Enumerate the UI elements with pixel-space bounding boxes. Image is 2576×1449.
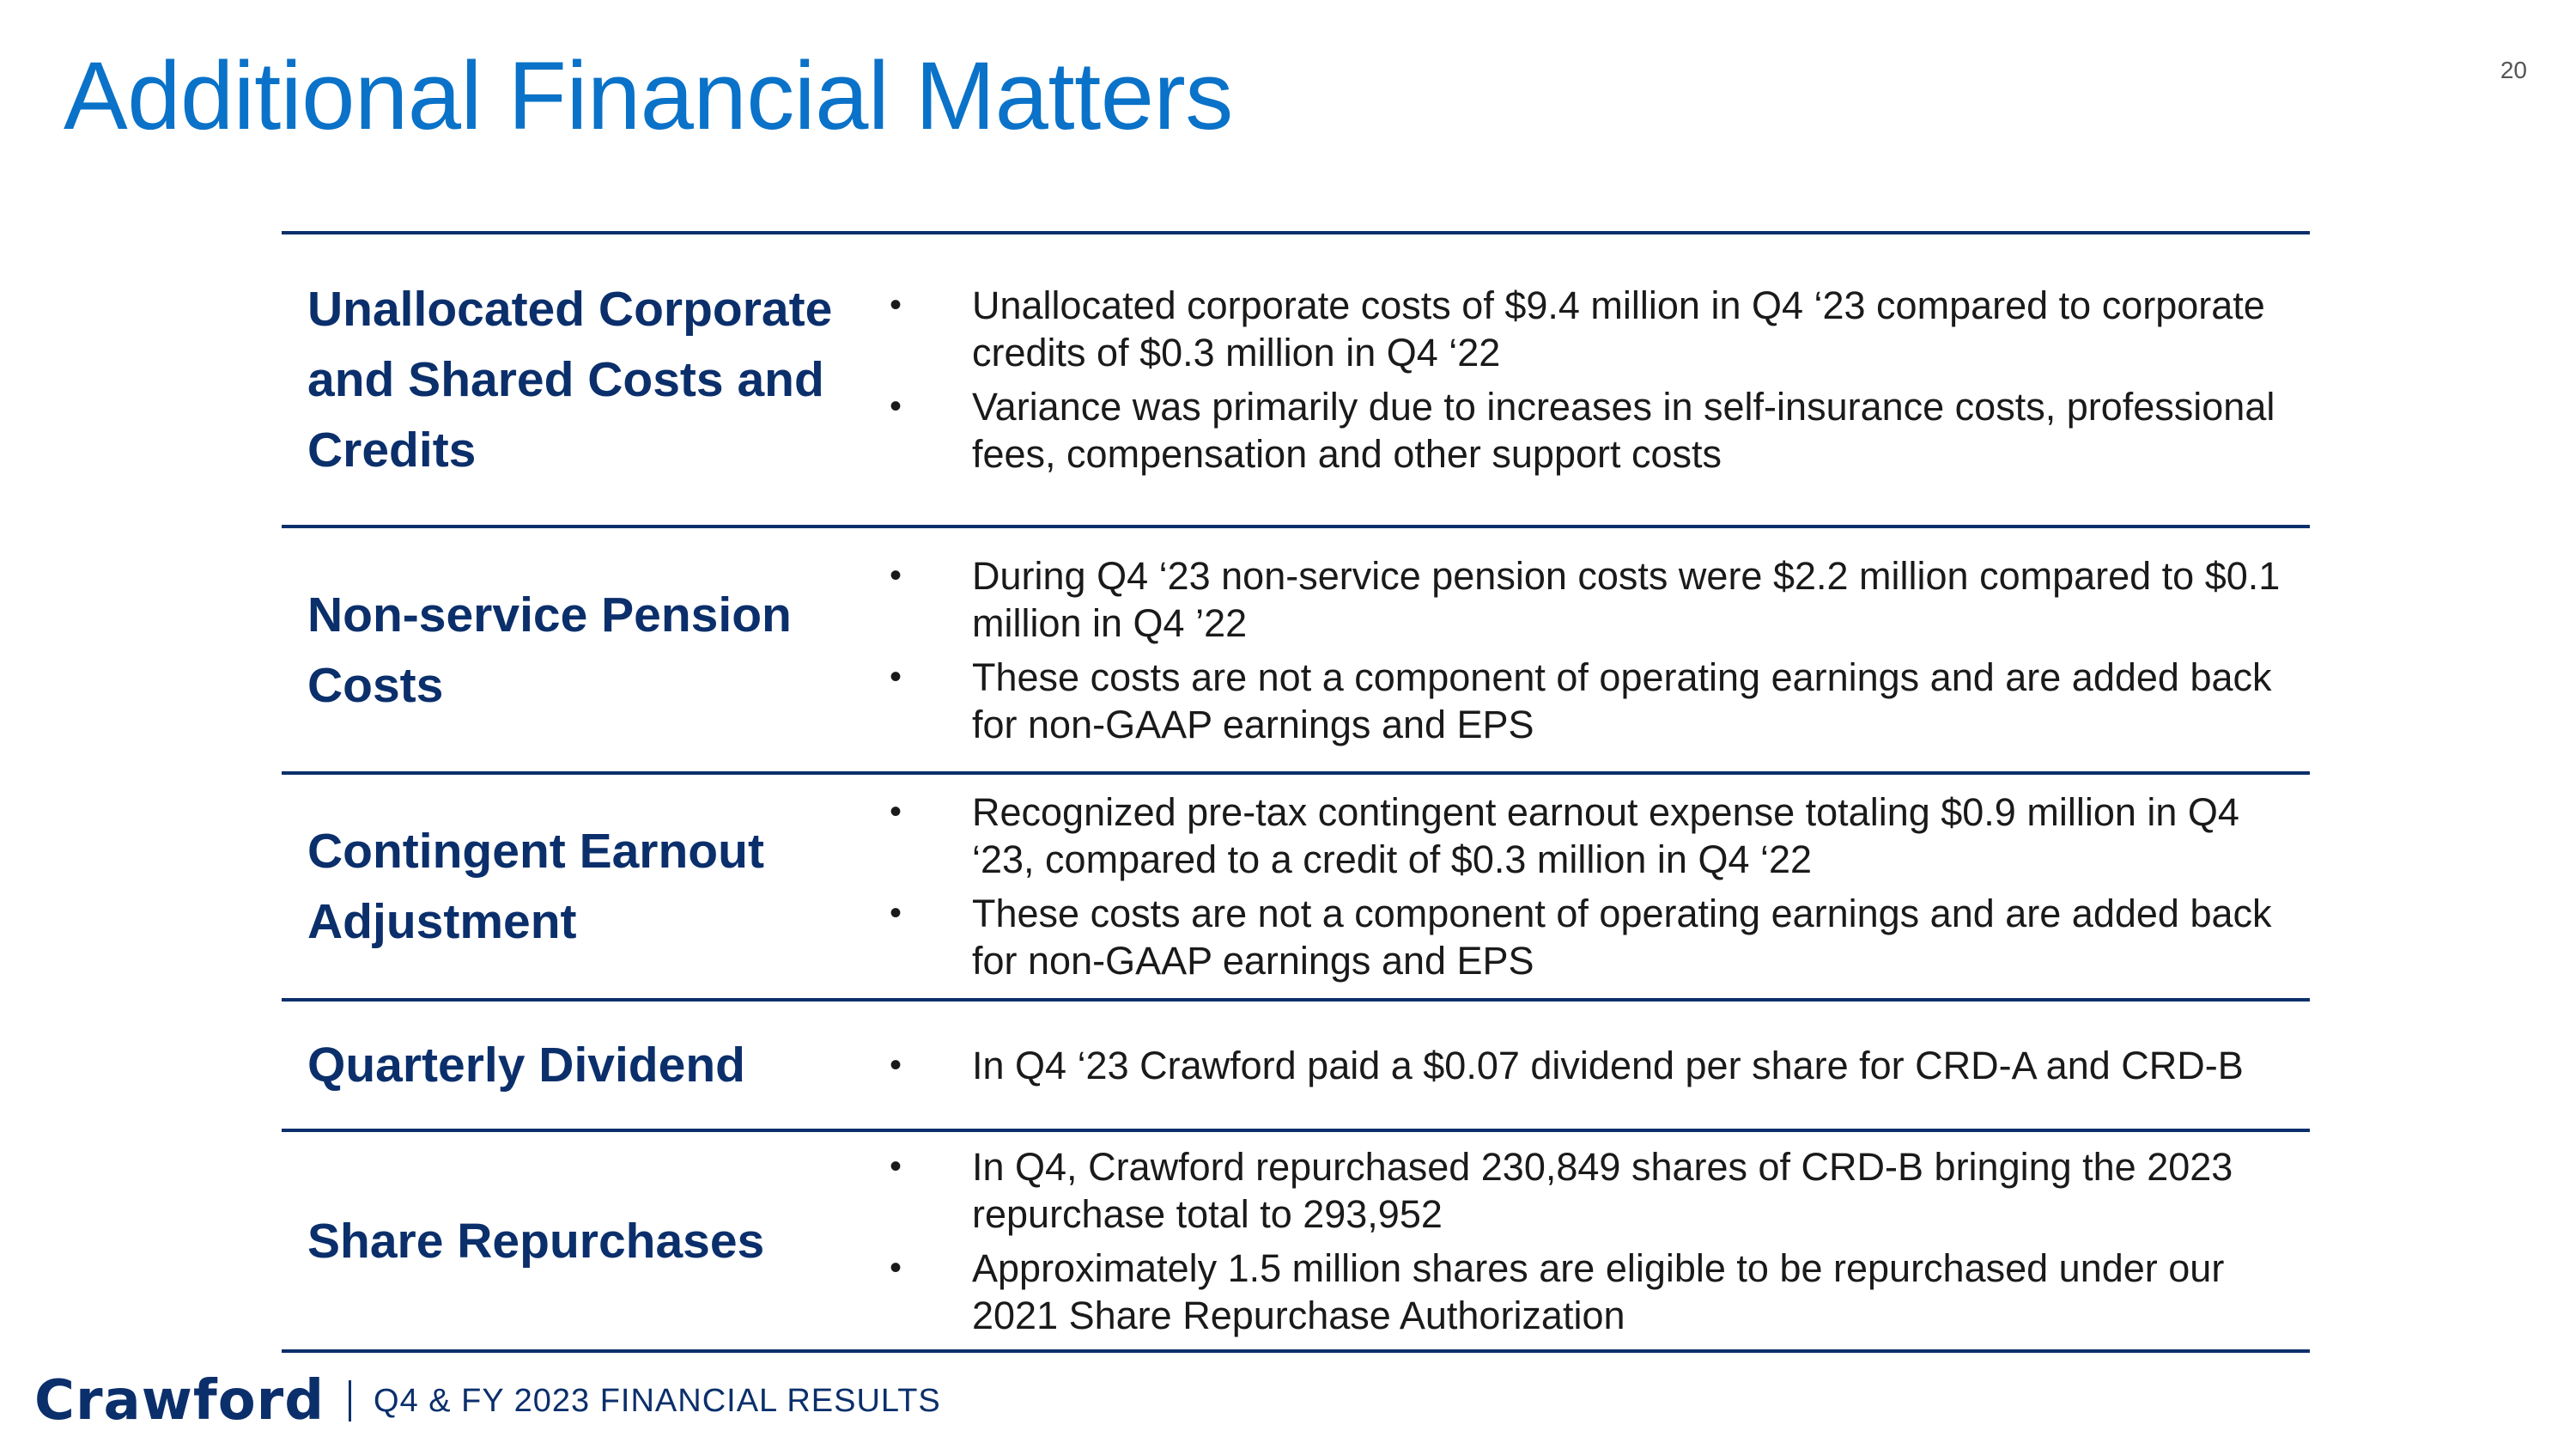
bullet-text: Variance was primarily due to increases …	[972, 385, 2275, 476]
table-row-pension-costs: Non-service Pension Costs • During Q4 ‘2…	[282, 528, 2310, 775]
row-label: Share Repurchases	[307, 1213, 765, 1269]
bullet-icon: •	[890, 894, 902, 932]
bullet-list: • In Q4 ‘23 Crawford paid a $0.07 divide…	[883, 1042, 2310, 1089]
financial-matters-table: Unallocated Corporate and Shared Costs a…	[282, 231, 2310, 1353]
bullet-icon: •	[890, 657, 902, 696]
table-row-share-repurchases: Share Repurchases • In Q4, Crawford repu…	[282, 1132, 2310, 1353]
bullet-icon: •	[890, 286, 902, 324]
table-row-quarterly-dividend: Quarterly Dividend • In Q4 ‘23 Crawford …	[282, 1002, 2310, 1132]
bullet-text: Recognized pre-tax contingent earnout ex…	[972, 790, 2239, 881]
bullet-icon: •	[890, 1045, 902, 1084]
bullet-point: • These costs are not a component of ope…	[883, 654, 2310, 748]
bullet-text: These costs are not a component of opera…	[972, 654, 2272, 746]
bullet-point: • These costs are not a component of ope…	[883, 890, 2310, 984]
bullet-list: • Recognized pre-tax contingent earnout …	[883, 788, 2310, 984]
bullet-icon: •	[890, 1147, 902, 1185]
bullet-icon: •	[890, 387, 902, 425]
bullet-list: • Unallocated corporate costs of $9.4 mi…	[883, 282, 2310, 478]
bullet-text: Unallocated corporate costs of $9.4 mill…	[972, 283, 2265, 374]
footer-divider	[349, 1380, 352, 1422]
bullet-text: During Q4 ‘23 non-service pension costs …	[972, 553, 2281, 645]
row-label: Unallocated Corporate and Shared Costs a…	[307, 282, 833, 478]
slide-title: Additional Financial Matters	[64, 42, 1233, 149]
table-row-contingent-earnout: Contingent Earnout Adjustment • Recogniz…	[282, 775, 2310, 1002]
bullet-point: • Variance was primarily due to increase…	[883, 383, 2310, 478]
bullet-point: • During Q4 ‘23 non-service pension cost…	[883, 552, 2310, 647]
bullet-text: In Q4, Crawford repurchased 230,849 shar…	[972, 1144, 2233, 1236]
bullet-icon: •	[890, 556, 902, 594]
bullet-point: • In Q4 ‘23 Crawford paid a $0.07 divide…	[883, 1042, 2310, 1089]
bullet-list: • During Q4 ‘23 non-service pension cost…	[883, 552, 2310, 748]
bullet-icon: •	[890, 1248, 902, 1287]
bullet-text: In Q4 ‘23 Crawford paid a $0.07 dividend…	[972, 1043, 2244, 1087]
footer-text: Q4 & FY 2023 FINANCIAL RESULTS	[374, 1382, 941, 1419]
table-row-unallocated-costs: Unallocated Corporate and Shared Costs a…	[282, 234, 2310, 528]
bullet-list: • In Q4, Crawford repurchased 230,849 sh…	[883, 1143, 2310, 1339]
row-label: Contingent Earnout Adjustment	[307, 824, 764, 949]
bullet-text: These costs are not a component of opera…	[972, 892, 2272, 983]
bullet-icon: •	[890, 793, 902, 831]
bullet-point: • Approximately 1.5 million shares are e…	[883, 1245, 2310, 1339]
crawford-logo: Crawford	[34, 1369, 325, 1433]
page-number: 20	[2500, 57, 2527, 83]
bullet-text: Approximately 1.5 million shares are eli…	[972, 1245, 2225, 1337]
bullet-point: • In Q4, Crawford repurchased 230,849 sh…	[883, 1143, 2310, 1238]
bullet-point: • Unallocated corporate costs of $9.4 mi…	[883, 282, 2310, 376]
bullet-point: • Recognized pre-tax contingent earnout …	[883, 788, 2310, 883]
row-label: Non-service Pension Costs	[307, 587, 792, 713]
footer: Crawford Q4 & FY 2023 FINANCIAL RESULTS	[34, 1371, 941, 1431]
row-label: Quarterly Dividend	[307, 1038, 745, 1093]
